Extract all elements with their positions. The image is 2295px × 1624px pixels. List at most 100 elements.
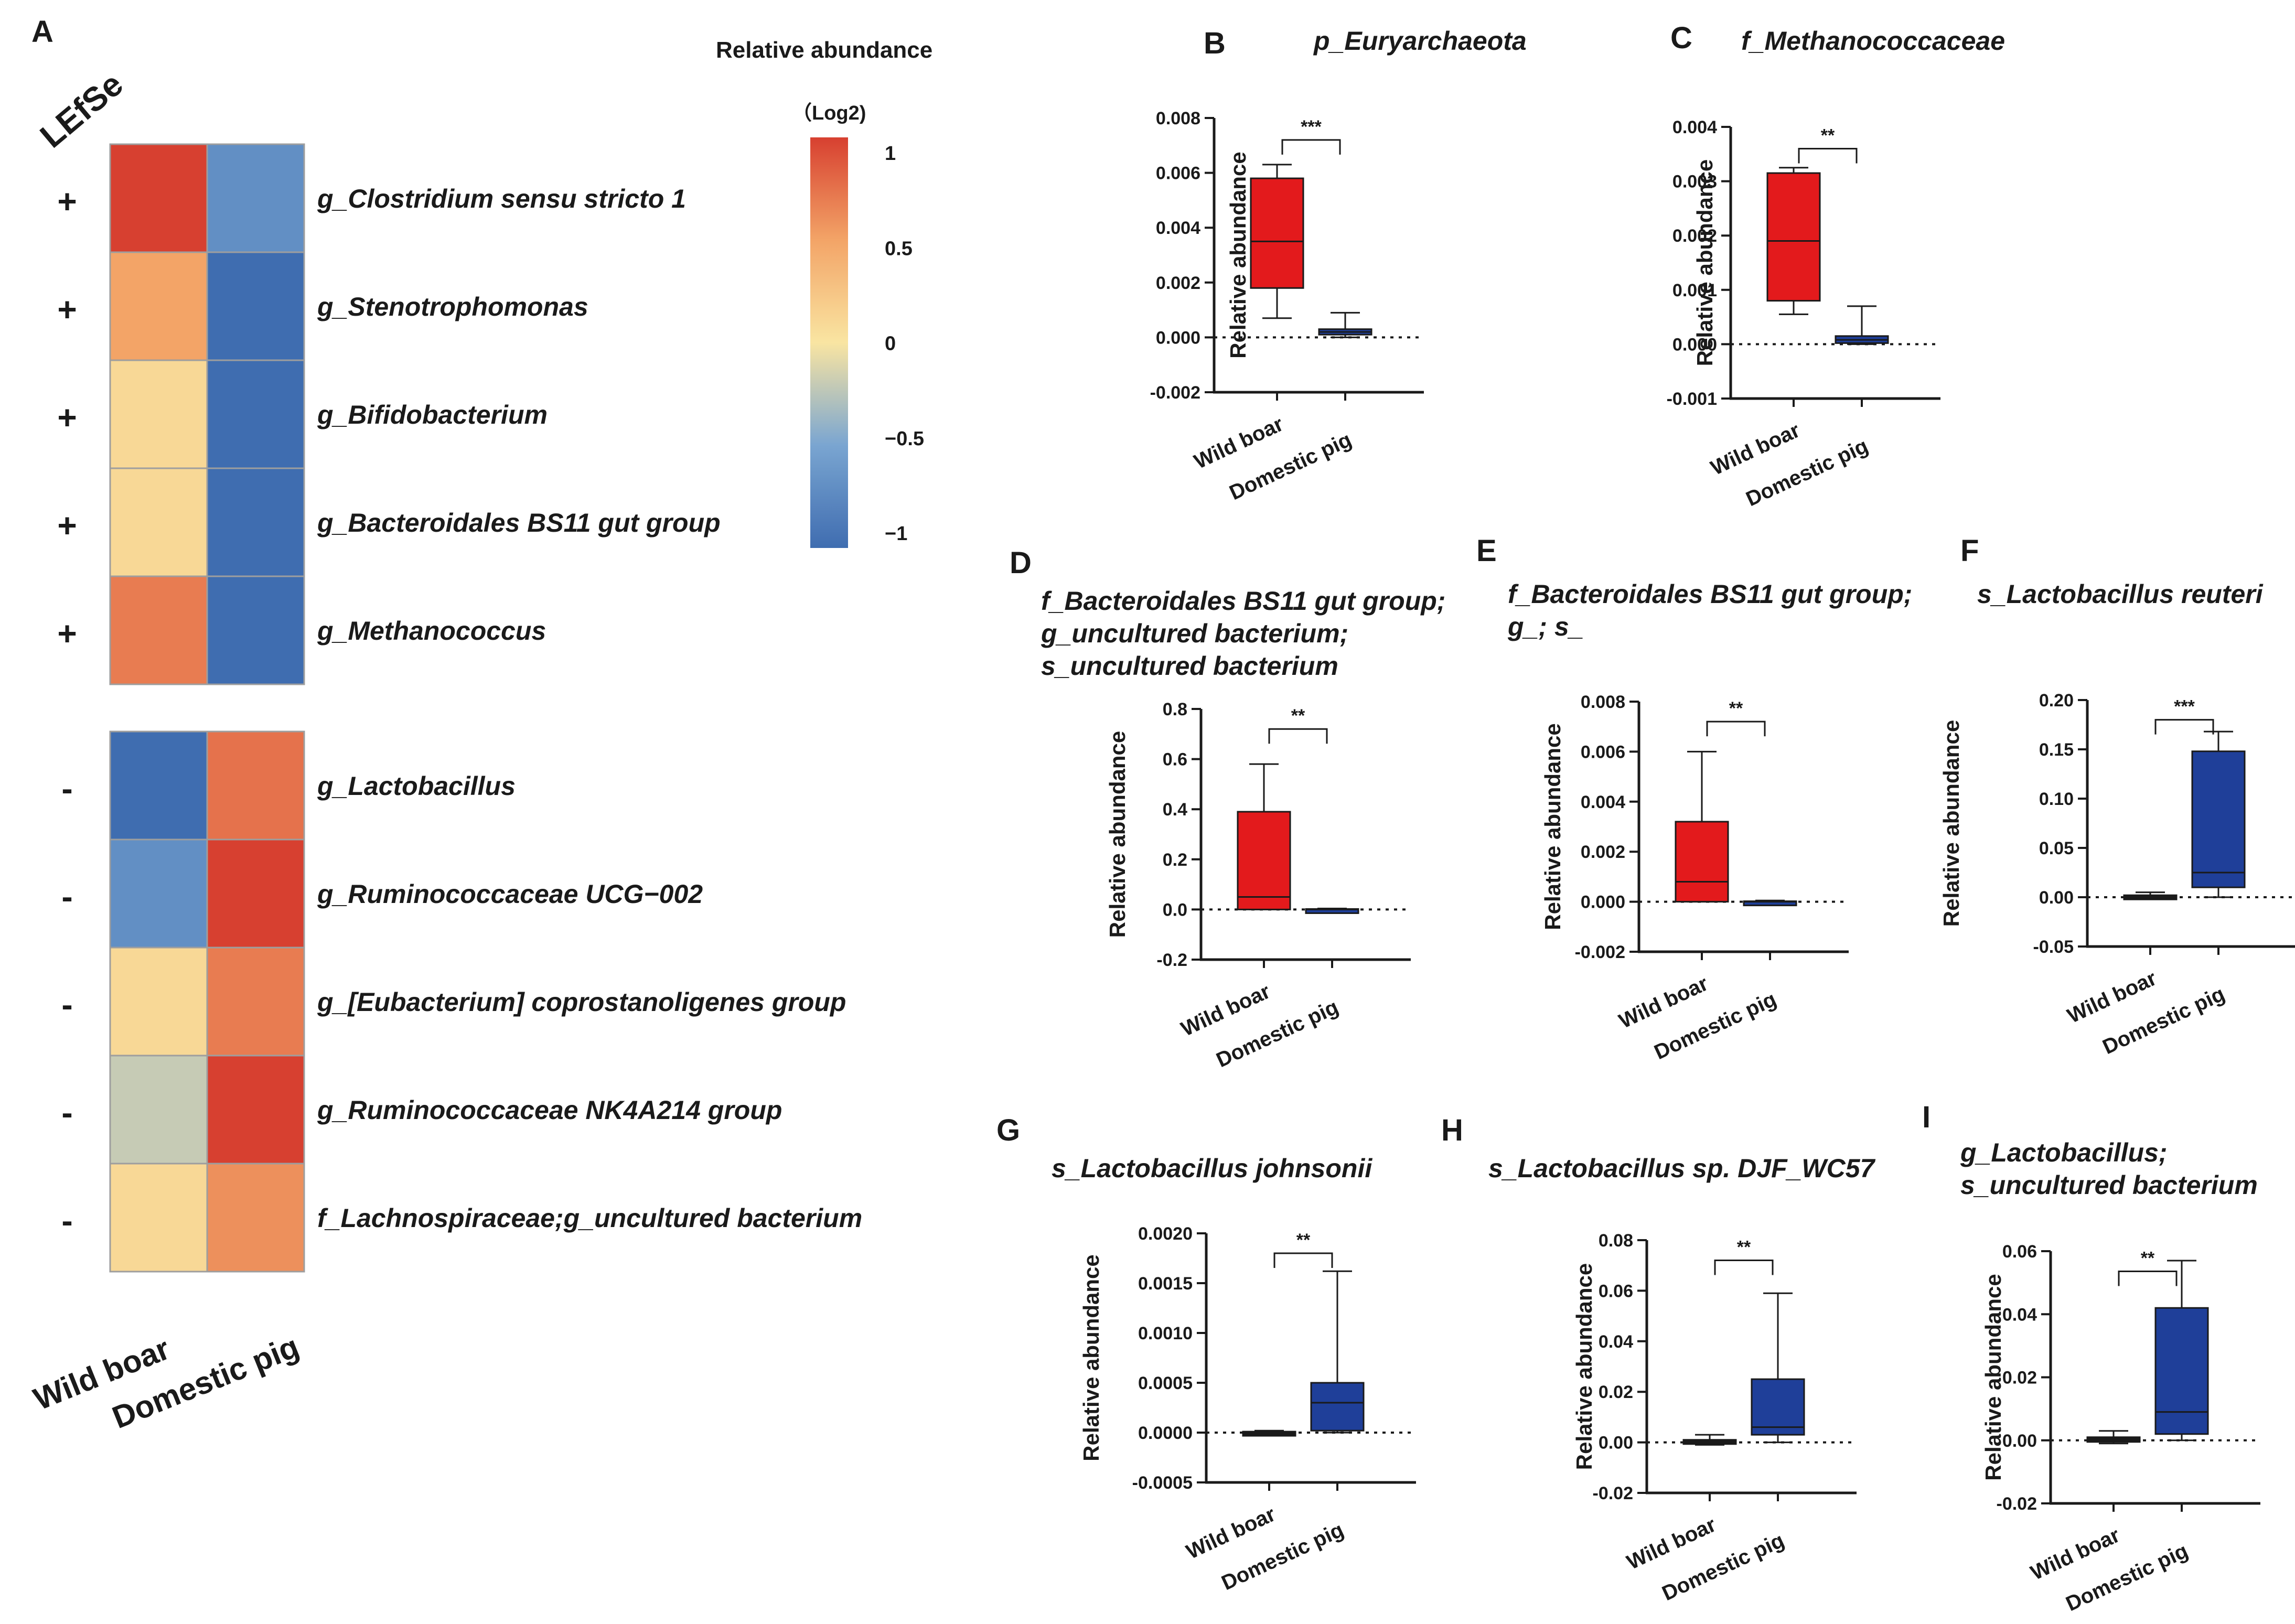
heatmap-cell (109, 947, 208, 1057)
heatmap-cell (109, 730, 208, 841)
significance-bracket (2118, 1270, 2178, 1286)
chart-title-line: s_uncultured bacterium (1041, 651, 1338, 681)
y-tick-label: -0.2 (1156, 950, 1187, 970)
colorbar-unit: （Log2) (792, 102, 866, 124)
panel-letter-b: B (1204, 26, 1226, 60)
y-tick-label: 0.004 (1156, 218, 1200, 238)
y-axis-label: Relative abundance (1540, 723, 1565, 930)
colorbar-tick-label: −1 (885, 523, 907, 545)
chart-title-line: s_Lactobacillus reuteri (1977, 579, 2264, 609)
significance-marker: ** (2141, 1248, 2155, 1268)
chart-title-line: p_Euryarchaeota (1313, 26, 1527, 56)
y-tick-label: 0.000 (1156, 328, 1200, 348)
heatmap-row-label: g_Ruminococcaceae NK4A214 group (317, 1095, 782, 1125)
heatmap-row-label: g_[Eubacterium] coprostanoligenes group (317, 987, 846, 1017)
colorbar-tick-label: 0 (885, 333, 896, 355)
y-tick-label: 0.08 (1599, 1231, 1633, 1251)
y-tick-label: 0.0000 (1138, 1423, 1193, 1443)
y-tick-label: 0.008 (1156, 109, 1200, 128)
heatmap-cell (109, 838, 208, 949)
heatmap-cell (206, 1163, 305, 1273)
lefse-sign: + (57, 615, 77, 652)
y-axis-label: Relative abundance (1105, 731, 1130, 938)
heatmap-cell (206, 575, 305, 685)
y-axis-label: Relative abundance (1981, 1274, 2006, 1480)
significance-bracket (1706, 720, 1766, 737)
heatmap-cell (206, 251, 305, 361)
y-tick-label: 0.001 (1672, 281, 1717, 300)
box-domestic-pig (2191, 750, 2246, 888)
chart-title-line: f_Bacteroidales BS11 gut group; (1508, 579, 1912, 609)
y-tick-label: 0.0010 (1138, 1324, 1193, 1343)
significance-marker: *** (1301, 117, 1322, 137)
boxplot-panel-d: Df_Bacteroidales BS11 gut group; g_uncult… (1010, 546, 1445, 1072)
boxplot-panel-h: Hs_Lactobacillus sp. DJF_WC57 -0.02 0.00 0.… (1441, 1113, 1876, 1605)
y-tick-label: 0.06 (2002, 1242, 2037, 1262)
panel-letter-g: G (996, 1113, 1020, 1147)
y-tick-label: 0.05 (2039, 838, 2074, 858)
y-tick-label: 0.003 (1672, 172, 1717, 192)
heatmap-cell (109, 143, 208, 253)
lefse-sign: + (57, 291, 77, 328)
chart-title-line: g_uncultured bacterium; (1041, 619, 1348, 648)
lefse-sign: - (61, 986, 72, 1024)
lefse-sign: - (61, 878, 72, 916)
box-domestic-pig (2154, 1307, 2209, 1435)
y-tick-label: -0.05 (2033, 937, 2074, 957)
y-axis-label: Relative abundance (1692, 159, 1717, 366)
panel-letter-d: D (1010, 546, 1032, 580)
box-wild-boar (1237, 811, 1291, 910)
y-axis-label: Relative abundance (1079, 1254, 1103, 1461)
y-tick-label: -0.02 (1593, 1483, 1634, 1503)
significance-bracket (2154, 719, 2214, 735)
heatmap-cell (109, 1163, 208, 1273)
y-tick-label: -0.02 (1997, 1494, 2037, 1514)
y-tick-label: 0.00 (2039, 888, 2074, 908)
box-domestic-pig (1751, 1378, 1805, 1436)
y-tick-label: 0.000 (1581, 892, 1625, 912)
chart-title-line: s_uncultured bacterium (1960, 1170, 2258, 1200)
y-tick-label: 0.15 (2039, 740, 2074, 760)
y-tick-label: 0.04 (2002, 1305, 2037, 1325)
significance-bracket (1798, 147, 1858, 164)
box-wild-boar (1675, 821, 1729, 903)
heatmap-cell (206, 730, 305, 841)
y-tick-label: 0.04 (1599, 1332, 1633, 1352)
heatmap-cell (206, 143, 305, 253)
chart-title-line: g_; s_ (1507, 612, 1584, 641)
lefse-sign: + (57, 507, 77, 544)
y-tick-label: -0.0005 (1132, 1473, 1193, 1493)
heatmap-cell (206, 838, 305, 949)
significance-bracket (1268, 728, 1328, 744)
heatmap-cell (109, 359, 208, 469)
y-tick-label: 0.02 (2002, 1368, 2037, 1388)
box-wild-boar (2086, 1436, 2141, 1443)
chart-title-line: s_Lactobacillus johnsonii (1052, 1154, 1372, 1183)
y-tick-label: 0.00 (1599, 1433, 1633, 1453)
y-tick-label: 0.8 (1163, 700, 1187, 719)
box-wild-boar (1766, 172, 1821, 302)
significance-marker: ** (1291, 706, 1305, 726)
y-tick-label: 0.002 (1581, 842, 1625, 862)
heatmap-cell (109, 1055, 208, 1165)
y-tick-label: 0.10 (2039, 789, 2074, 809)
y-tick-label: 0.00 (2002, 1431, 2037, 1451)
boxplot-panel-g: Gs_Lactobacillus johnsonii -0.0005 0.0000 0… (996, 1113, 1416, 1595)
panel-letter-a: A (31, 15, 53, 49)
panel-letter-i: I (1922, 1100, 1931, 1134)
panel-letter-c: C (1670, 21, 1692, 55)
significance-bracket (1281, 139, 1341, 155)
significance-marker: ** (1737, 1238, 1751, 1257)
y-tick-label: 0.0005 (1138, 1373, 1193, 1393)
panel-letter-h: H (1441, 1113, 1463, 1147)
heatmap-row-label: g_Lactobacillus (317, 771, 516, 801)
boxplot-panel-e: Ef_Bacteroidales BS11 gut group; g_; s_ -0… (1476, 534, 1912, 1064)
chart-title-line: g_Lactobacillus; (1960, 1138, 2168, 1167)
heatmap-row-label: g_Ruminococcaceae UCG−002 (317, 879, 703, 909)
y-tick-label: 0.20 (2039, 691, 2074, 711)
y-tick-label: 0.0015 (1138, 1274, 1193, 1294)
y-tick-label: 0.002 (1672, 226, 1717, 246)
heatmap-cell (206, 467, 305, 577)
